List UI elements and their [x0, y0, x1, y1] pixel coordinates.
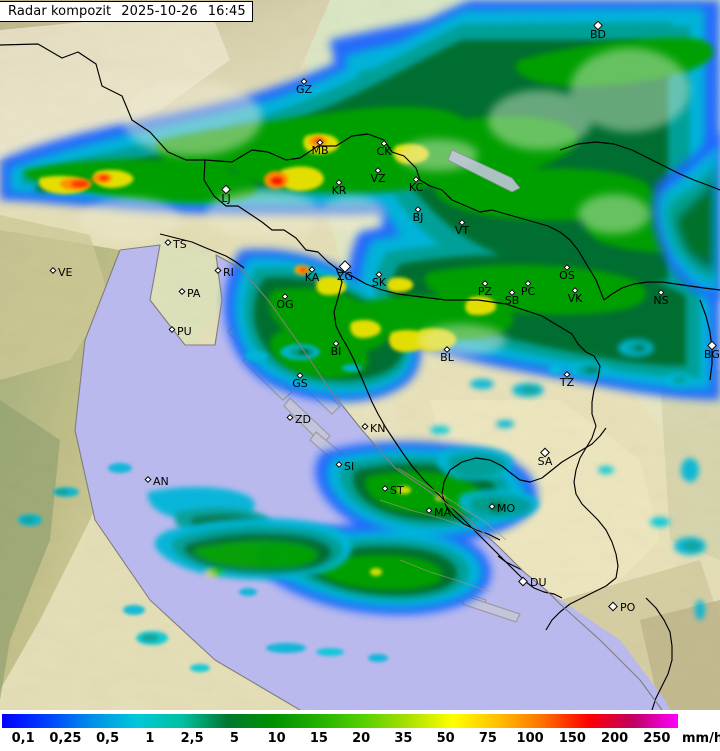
- colorbar-unit-label: mm/h: [682, 731, 720, 746]
- colorbar-tick-label: 20: [352, 731, 371, 746]
- colorbar-tick-label: 0,1: [11, 731, 35, 746]
- rivers: [379, 467, 507, 593]
- colorbar-ticks: 0,1 0,25 0,5 1 2,5 5 10 15 20 35 50 75 100 150 200 250 m…: [0, 731, 720, 751]
- map-canvas: [0, 0, 720, 710]
- colorbar-tick-label: 2,5: [180, 731, 204, 746]
- colorbar-tick-label: 75: [478, 731, 497, 746]
- lake-balaton: [447, 149, 521, 193]
- colorbar-tick-label: 0,5: [96, 731, 120, 746]
- title-label: Radar kompozit: [8, 4, 112, 19]
- colorbar-tick-label: 0,25: [49, 731, 82, 746]
- title-time: 16:45: [207, 4, 246, 19]
- colorbar-tick-label: 1: [145, 731, 155, 746]
- title-date: 2025-10-26: [121, 4, 198, 19]
- colorbar-gradient: [2, 714, 678, 728]
- colorbar-tick-label: 250: [643, 731, 671, 746]
- colorbar-tick-label: 50: [436, 731, 455, 746]
- radar-map[interactable]: [0, 0, 720, 710]
- colorbar-legend: 0,1 0,25 0,5 1 2,5 5 10 15 20 35 50 75 100 150 200 250 m…: [0, 710, 720, 751]
- colorbar-tick-label: 150: [558, 731, 586, 746]
- colorbar-tick-label: 5: [229, 731, 239, 746]
- colorbar-tick-label: 15: [309, 731, 328, 746]
- title-bar: Radar kompozit 2025-10-26 16:45: [0, 1, 253, 22]
- radar-echo-layer: [0, 0, 720, 672]
- colorbar-tick-label: 10: [267, 731, 286, 746]
- colorbar-tick-label: 100: [516, 731, 544, 746]
- colorbar-tick-label: 35: [394, 731, 413, 746]
- colorbar-tick-label: 200: [601, 731, 629, 746]
- coastline: [74, 244, 663, 710]
